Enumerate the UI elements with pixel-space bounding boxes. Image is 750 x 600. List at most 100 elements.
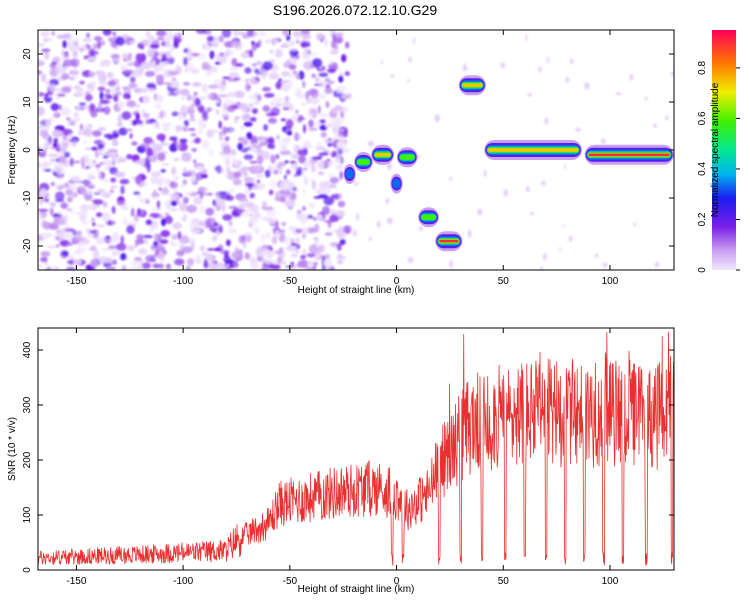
noise-speck — [629, 74, 634, 81]
noise-speck — [205, 71, 212, 76]
noise-speck — [126, 225, 135, 234]
noise-speck — [138, 248, 148, 255]
noise-speck — [38, 92, 41, 97]
noise-speck — [123, 58, 129, 62]
noise-speck — [77, 44, 88, 52]
noise-speck — [55, 165, 62, 175]
noise-speck — [284, 95, 289, 102]
noise-speck — [152, 207, 157, 211]
noise-speck — [544, 117, 549, 125]
signal-segment — [392, 178, 401, 189]
noise-speck — [257, 39, 262, 45]
noise-speck — [407, 256, 414, 263]
noise-speck — [116, 123, 124, 127]
noise-speck — [262, 61, 274, 71]
noise-speck — [477, 208, 483, 216]
noise-speck — [235, 116, 240, 120]
noise-speck — [182, 196, 189, 204]
noise-speck — [97, 86, 106, 92]
noise-speck — [390, 74, 395, 78]
noise-speck — [251, 63, 257, 66]
noise-speck — [294, 146, 298, 152]
noise-speck — [68, 37, 79, 44]
spectrogram-signal-track — [343, 75, 674, 252]
noise-speck — [224, 50, 230, 58]
noise-speck — [178, 111, 184, 116]
noise-speck — [226, 239, 231, 247]
noise-speck — [124, 40, 128, 45]
noise-speck — [108, 167, 115, 171]
noise-speck — [186, 204, 198, 213]
noise-speck — [41, 232, 53, 239]
noise-speck — [248, 93, 254, 100]
noise-speck — [155, 249, 159, 255]
noise-speck — [307, 112, 312, 116]
noise-speck — [356, 213, 360, 221]
y-tick-label: -10 — [22, 190, 33, 205]
noise-speck — [71, 119, 78, 123]
noise-speck — [79, 123, 84, 130]
noise-speck — [291, 30, 303, 37]
noise-speck — [258, 70, 269, 76]
noise-speck — [231, 251, 241, 260]
noise-speck — [258, 253, 267, 257]
noise-speck — [266, 209, 276, 217]
noise-speck — [83, 140, 87, 144]
noise-speck — [260, 150, 271, 160]
noise-speck — [214, 247, 222, 252]
noise-speck — [186, 94, 192, 101]
noise-speck — [252, 79, 258, 85]
noise-speck — [156, 133, 166, 141]
noise-speck — [206, 35, 215, 42]
noise-speck — [218, 35, 224, 43]
noise-speck — [260, 233, 266, 242]
noise-speck — [349, 225, 352, 232]
noise-speck — [62, 214, 69, 223]
noise-speck — [135, 53, 143, 63]
noise-speck — [347, 92, 352, 100]
noise-speck — [311, 164, 316, 173]
noise-speck — [249, 160, 258, 164]
noise-speck — [39, 188, 47, 197]
noise-speck — [333, 123, 338, 128]
snr-x-axis-label: Height of straight line (km) — [298, 584, 415, 595]
noise-speck — [337, 131, 346, 138]
noise-speck — [171, 234, 179, 240]
noise-speck — [286, 34, 291, 42]
noise-speck — [328, 173, 333, 179]
noise-speck — [150, 175, 159, 185]
noise-speck — [376, 220, 381, 228]
noise-speck — [48, 153, 59, 158]
noise-speck — [177, 231, 182, 240]
noise-speck — [93, 36, 103, 42]
noise-speck — [98, 80, 108, 86]
noise-speck — [160, 230, 171, 238]
noise-speck — [282, 107, 290, 110]
noise-speck — [297, 259, 309, 268]
noise-speck — [337, 253, 342, 258]
noise-speck — [86, 83, 93, 90]
noise-speck — [53, 137, 59, 144]
noise-speck — [120, 235, 124, 245]
noise-speck — [309, 88, 319, 99]
noise-speck — [275, 220, 279, 229]
noise-speck — [159, 110, 164, 119]
noise-speck — [39, 129, 49, 138]
noise-speck — [352, 229, 357, 237]
noise-speck — [169, 181, 178, 189]
noise-speck — [145, 255, 154, 263]
colorbar-tick-label: 0 — [697, 267, 708, 273]
noise-speck — [169, 80, 181, 89]
noise-speck — [233, 90, 245, 99]
noise-speck — [145, 30, 151, 38]
noise-speck — [128, 266, 140, 270]
noise-speck — [233, 261, 239, 268]
noise-speck — [213, 222, 219, 227]
noise-speck — [205, 207, 215, 216]
noise-speck — [222, 76, 231, 80]
noise-speck — [237, 142, 244, 151]
noise-speck — [321, 206, 331, 216]
noise-speck — [90, 146, 98, 151]
noise-speck — [70, 175, 81, 182]
noise-speck — [151, 171, 162, 177]
